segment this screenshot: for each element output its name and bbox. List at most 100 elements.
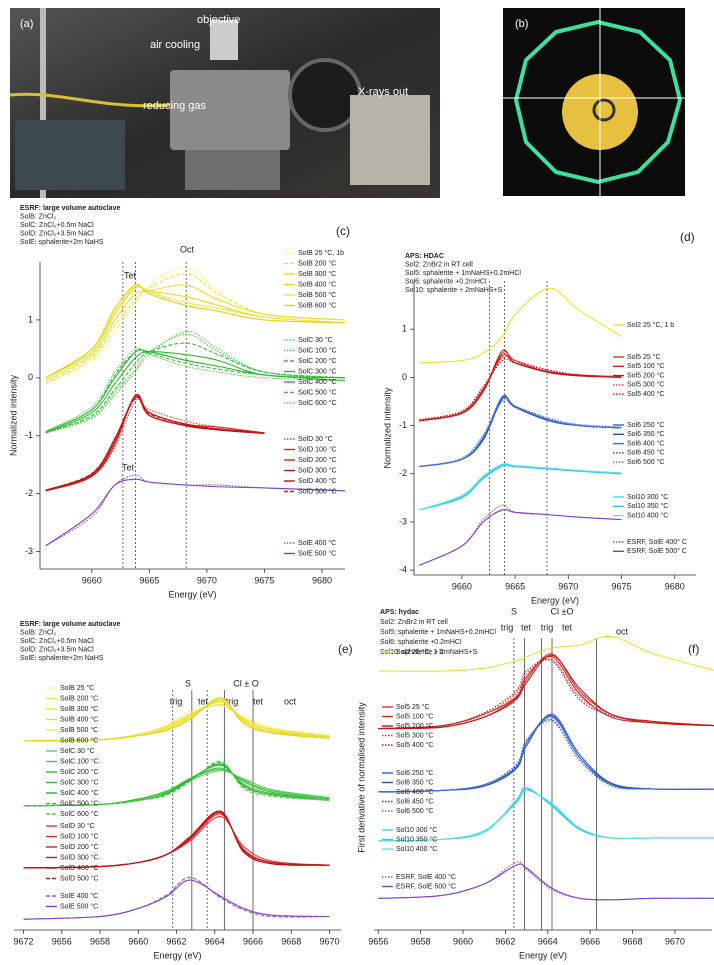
solution-note: SolC: ZnCl₂+0.5m NaCl	[20, 638, 94, 645]
data-line	[378, 658, 714, 730]
x-tick-label: 9670	[558, 581, 578, 591]
data-line	[378, 718, 714, 793]
legend-label: SolD 400 °C	[60, 864, 99, 872]
solution-note: SolB: ZnCl₂	[20, 213, 56, 220]
y-tick-label: 0	[402, 372, 407, 382]
legend-label: SolD 300 °C	[60, 853, 99, 861]
y-tick-label: 0	[28, 372, 33, 382]
annotation: oct	[616, 626, 629, 636]
callout: air cooling	[150, 39, 200, 51]
data-line	[419, 354, 622, 422]
legend-label: SolB 400 °C	[60, 715, 98, 723]
legend-label: SolB 600 °C	[298, 301, 336, 309]
legend-label: SolC 400 °C	[60, 789, 99, 797]
data-line	[45, 273, 346, 385]
legend-label: SolB 300 °C	[298, 270, 336, 278]
legend-label: SolD 200 °C	[60, 843, 99, 851]
legend-label: Sol10 400 °C	[396, 845, 437, 853]
legend-label: Sol6 350 °C	[396, 778, 433, 786]
legend-label: ESRF, SolE 500° C	[627, 547, 687, 555]
legend-label: SolB 300 °C	[60, 705, 98, 713]
x-axis-label: Energy (eV)	[531, 595, 579, 605]
panel-label: (a)	[20, 18, 33, 30]
legend-label: Sol5 400 °C	[396, 741, 433, 749]
legend-label: SolD 100 °C	[298, 445, 337, 453]
legend-label: Sol5 25 °C	[396, 703, 430, 711]
annotation: Tet	[124, 270, 137, 280]
data-line	[45, 395, 265, 491]
legend-label: SolC 200 °C	[298, 357, 337, 365]
annotation: tet	[198, 696, 209, 706]
data-line	[23, 697, 330, 742]
data-line	[378, 635, 714, 672]
solution-note: SolE: sphalerite+2m NaHS	[20, 239, 104, 246]
data-line	[419, 287, 622, 364]
panel-label: (d)	[680, 230, 695, 244]
legend-label: SolD 30 °C	[60, 822, 95, 830]
x-tick-label: 9662	[167, 936, 187, 946]
legend-label: SolC 100 °C	[60, 757, 99, 765]
y-tick-label: -3	[25, 546, 33, 556]
legend-label: Sol6 250 °C	[396, 769, 433, 777]
legend-label: Sol6 400 °C	[627, 439, 664, 447]
legend-label: SolD 100 °C	[60, 832, 99, 840]
x-axis-label: Energy (eV)	[168, 589, 216, 599]
solution-note: SolB: ZnCl₂	[20, 629, 56, 636]
x-tick-label: 9662	[495, 936, 515, 946]
legend-label: Sol6 450 °C	[396, 797, 433, 805]
legend-label: SolE 400 °C	[298, 539, 336, 547]
annotation: tet	[562, 622, 573, 632]
legend-label: SolB 200 °C	[298, 259, 336, 267]
legend-label: SolC 400 °C	[298, 378, 337, 386]
stage-base	[185, 150, 280, 190]
x-tick-label: 9660	[452, 581, 472, 591]
solution-note: Sol5: sphalerite + 1mNaHS+0.2mHCl	[380, 629, 496, 636]
data-line	[45, 347, 346, 432]
data-line	[378, 654, 714, 730]
x-tick-label: 9670	[320, 936, 340, 946]
legend-label: SolB 500 °C	[60, 726, 98, 734]
legend-label: Sol2 25 °C, 1 b	[627, 321, 674, 329]
legend-label: Sol5 100 °C	[627, 362, 664, 370]
y-axis-label: Normalized intensity	[382, 387, 392, 469]
x-tick-label: 9658	[90, 936, 110, 946]
y-tick-label: 1	[28, 314, 33, 324]
solution-note: SolD: ZnCl₂+3.5m NaCl	[20, 646, 94, 653]
legend-label: SolB 25 °C, 1b	[298, 249, 344, 257]
legend-label: SolB 200 °C	[60, 694, 98, 702]
legend-label: SolC 30 °C	[298, 336, 333, 344]
solution-note: Sol2: ZnBr2 in RT cell	[405, 261, 473, 268]
legend-label: Sol5 300 °C	[396, 731, 433, 739]
legend-label: ESRF, SolE 400 °C	[396, 873, 456, 881]
legend-label: SolC 200 °C	[60, 768, 99, 776]
annotation: Oct	[180, 244, 195, 254]
legend-label: Sol5 100 °C	[396, 712, 433, 720]
data-line	[45, 398, 265, 492]
clamps	[15, 120, 125, 190]
data-line	[45, 284, 346, 379]
legend-label: Sol6 500 °C	[396, 807, 433, 815]
legend-label: SolB 500 °C	[298, 291, 336, 299]
legend-label: Sol10 400 °C	[627, 511, 668, 519]
legend-label: Sol5 400 °C	[627, 390, 664, 398]
x-tick-label: 9675	[611, 581, 631, 591]
x-tick-label: 9664	[205, 936, 225, 946]
annotation: trig	[226, 696, 239, 706]
photo-a: (a) objective air cooling reducing gas X…	[9, 8, 440, 198]
x-tick-label: 9668	[281, 936, 301, 946]
panel-heading: APS: HDAC	[405, 253, 444, 260]
x-tick-label: 9666	[580, 936, 600, 946]
beam-ring	[513, 19, 683, 185]
callout: objective	[197, 14, 240, 26]
legend-label: Sol6 250 °C	[627, 421, 664, 429]
x-axis-label: Energy (eV)	[519, 950, 567, 960]
data-line	[45, 393, 265, 492]
legend-label: Sol10 300 °C	[396, 826, 437, 834]
solution-note: SolD: ZnCl₂+3.5m NaCl	[20, 230, 94, 237]
objective-lens	[210, 20, 238, 60]
annotation: tet	[253, 696, 264, 706]
data-line	[45, 478, 346, 547]
